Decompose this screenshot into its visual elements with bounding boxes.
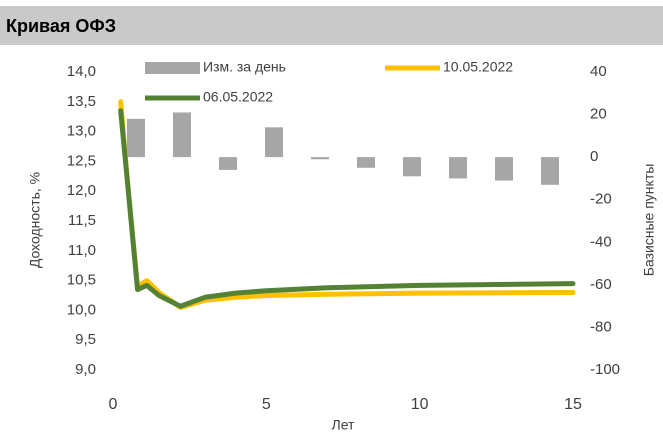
x-tick-label: 10 (411, 396, 429, 413)
legend-swatch (145, 62, 200, 74)
y-tick-label: 10,5 (67, 272, 96, 289)
y-tick-label: 13,5 (67, 93, 96, 110)
y-tick-label: 14,0 (67, 63, 96, 80)
bar (311, 157, 329, 160)
y2-tick-label: -20 (590, 191, 612, 208)
y-tick-label: 9,5 (75, 331, 96, 348)
bar (265, 127, 283, 158)
line (118, 108, 576, 309)
x-axis-title: Лет (332, 417, 356, 433)
x-tick-label: 15 (564, 396, 582, 413)
legend-label: 10.05.2022 (443, 59, 513, 75)
bar (495, 157, 513, 181)
bar (127, 118, 145, 158)
title-bar (0, 6, 663, 45)
y2-tick-label: -80 (590, 318, 612, 335)
bar (403, 157, 421, 177)
y2-tick-label: 40 (590, 63, 607, 80)
bar (357, 157, 375, 168)
chart-title: Кривая ОФЗ (6, 16, 116, 36)
y-tick-label: 13,0 (67, 123, 96, 140)
y-tick-label: 10,0 (67, 301, 96, 318)
y2-tick-label: 20 (590, 106, 607, 123)
x-tick-label: 5 (262, 396, 271, 413)
y-tick-label: 12,0 (67, 182, 96, 199)
y-tick-label: 9,0 (75, 361, 96, 378)
y-tick-label: 11,0 (68, 242, 96, 259)
y2-tick-label: -60 (590, 276, 612, 293)
legend-label: Изм. за день (203, 59, 286, 75)
y2-tick-label: -100 (590, 361, 620, 378)
y2-tick-label: -40 (590, 233, 612, 250)
x-tick-label: 0 (109, 396, 118, 413)
bar (541, 157, 559, 185)
y-tick-label: 11,5 (68, 212, 96, 229)
y-tick-label: 12,5 (67, 152, 96, 169)
bar (449, 157, 467, 179)
y2-tick-label: 0 (590, 148, 598, 165)
bar (173, 112, 191, 158)
legend-label: 06.05.2022 (203, 89, 273, 105)
y2-axis-title: Базисные пункты (641, 164, 657, 277)
y-axis-title: Доходность, % (27, 172, 43, 268)
bar (219, 157, 237, 170)
